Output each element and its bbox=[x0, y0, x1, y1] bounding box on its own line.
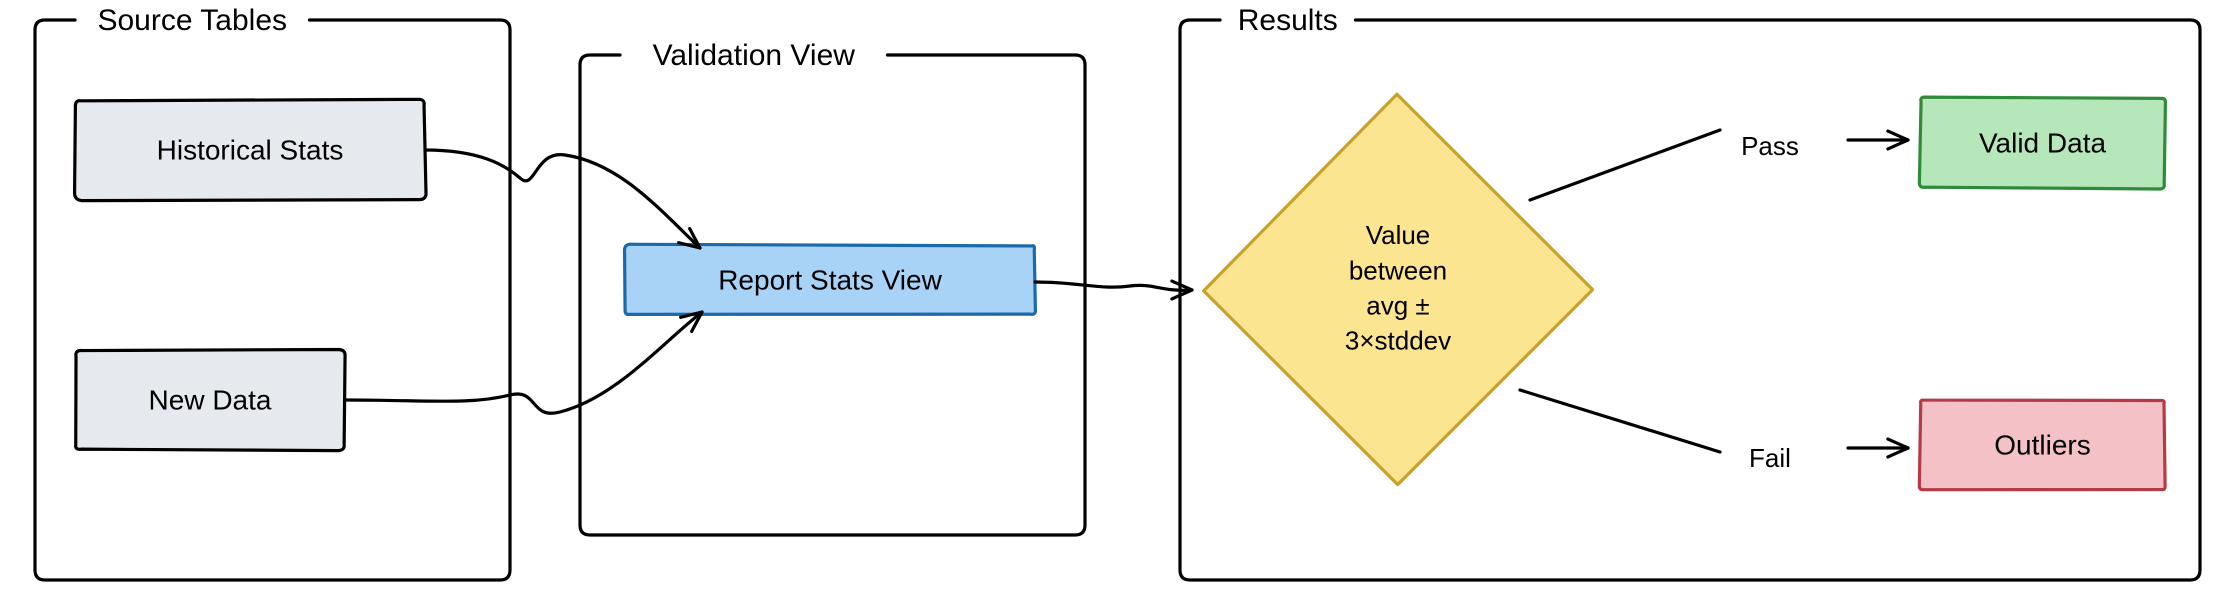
edge-label-fail: Fail bbox=[1749, 443, 1791, 473]
node-label-newdata: New Data bbox=[149, 384, 272, 415]
edge-report_to_decision bbox=[1035, 282, 1192, 290]
edge-decision_to_pass bbox=[1530, 130, 1720, 200]
edge-decision_to_fail bbox=[1520, 390, 1720, 452]
node-label-report: Report Stats View bbox=[718, 264, 942, 295]
decision-line-3: 3×stddev bbox=[1345, 326, 1451, 356]
decision-diamond bbox=[1204, 94, 1593, 484]
group-title-validation: Validation View bbox=[653, 39, 856, 72]
decision-line-0: Value bbox=[1366, 220, 1431, 250]
edge-label-pass: Pass bbox=[1741, 131, 1799, 161]
node-label-valid: Valid Data bbox=[1979, 127, 2107, 158]
edge-new_to_report bbox=[345, 312, 702, 413]
group-title-source: Source Tables bbox=[97, 4, 287, 37]
edge-hist_to_report bbox=[425, 150, 700, 248]
node-label-historical: Historical Stats bbox=[157, 134, 344, 165]
decision-line-2: avg ± bbox=[1366, 290, 1429, 320]
group-title-results: Results bbox=[1238, 4, 1338, 37]
decision-line-1: between bbox=[1349, 255, 1447, 285]
node-label-outliers: Outliers bbox=[1994, 429, 2090, 460]
